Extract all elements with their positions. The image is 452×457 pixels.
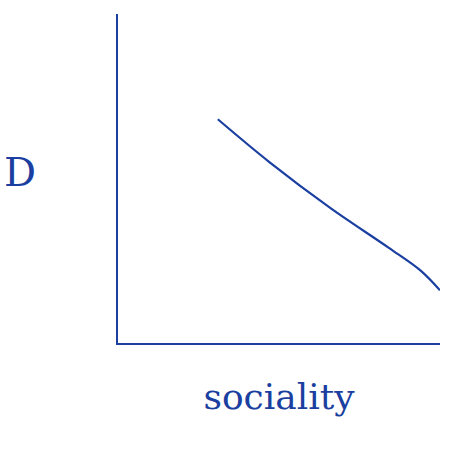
svg-text:sociality: sociality — [203, 376, 355, 417]
svg-text:D: D — [4, 149, 36, 195]
